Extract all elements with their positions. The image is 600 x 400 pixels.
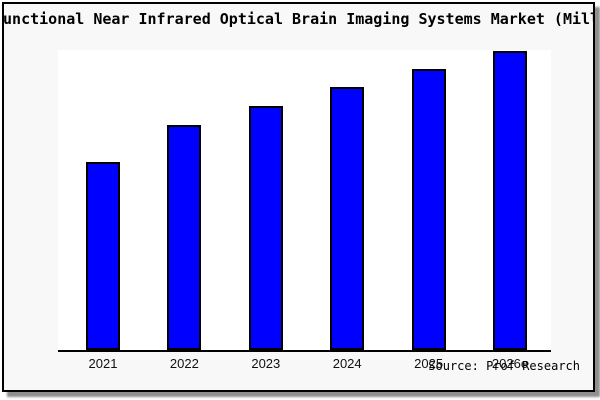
bar-2025 (411, 69, 446, 350)
x-tick-label-2023: 2023 (251, 356, 281, 371)
x-tick-label-2026e: 2026e (491, 356, 529, 371)
chart-title: Functional Near Infrared Optical Brain I… (2, 10, 593, 28)
source-note: Source: Prof Research (428, 359, 580, 373)
plot-area (58, 50, 551, 352)
chart-canvas: Functional Near Infrared Optical Brain I… (2, 2, 595, 392)
bar-2021 (86, 162, 120, 350)
x-tick-label-2024: 2024 (332, 356, 362, 371)
bar-2022 (167, 125, 202, 350)
x-tick-label-2021: 2021 (88, 356, 118, 371)
bar-2026e (493, 51, 527, 350)
x-tick-label-2025: 2025 (414, 356, 444, 371)
x-axis-labels: 2021 2022 2023 2024 2025 2026e (58, 356, 551, 374)
bar-2024 (330, 87, 365, 350)
bar-2023 (248, 106, 283, 350)
x-tick-label-2022: 2022 (169, 356, 199, 371)
